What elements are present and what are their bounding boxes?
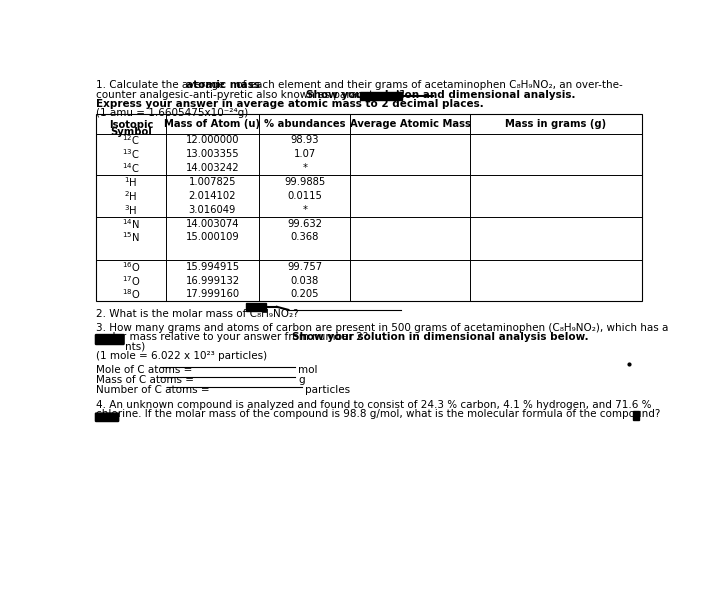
FancyBboxPatch shape — [96, 413, 119, 422]
Text: Symbol: Symbol — [110, 127, 152, 136]
Text: Mass of Atom (u): Mass of Atom (u) — [164, 119, 261, 129]
Text: (1 mole = 6.022 x 10²³ particles): (1 mole = 6.022 x 10²³ particles) — [96, 351, 267, 361]
Text: $^{14}$N: $^{14}$N — [122, 217, 140, 230]
Text: $^{16}$O: $^{16}$O — [122, 260, 140, 274]
Text: 3. How many grams and atoms of carbon are present in 500 grams of acetaminophen : 3. How many grams and atoms of carbon ar… — [96, 323, 669, 333]
FancyBboxPatch shape — [632, 411, 639, 420]
Text: Mole of C atoms =: Mole of C atoms = — [96, 365, 196, 375]
Text: Number of C atoms =: Number of C atoms = — [96, 385, 213, 395]
Text: 2.014102: 2.014102 — [189, 191, 236, 201]
Text: 1.007825: 1.007825 — [189, 177, 236, 187]
Text: atomic mass: atomic mass — [186, 81, 260, 90]
Text: 0.0115: 0.0115 — [287, 191, 322, 201]
Text: Mass of C atoms =: Mass of C atoms = — [96, 375, 197, 385]
Text: $^{12}$C: $^{12}$C — [122, 133, 140, 147]
Text: 14.003074: 14.003074 — [186, 219, 239, 228]
Text: % abundances: % abundances — [264, 119, 346, 129]
Text: chlorine. If the molar mass of the compound is 98.8 g/mol, what is the molecular: chlorine. If the molar mass of the compo… — [96, 409, 660, 419]
Text: $^{18}$O: $^{18}$O — [122, 288, 140, 301]
Text: $^{15}$N: $^{15}$N — [122, 231, 140, 244]
Text: 99.9885: 99.9885 — [284, 177, 325, 187]
Text: 99.757: 99.757 — [287, 262, 323, 271]
FancyBboxPatch shape — [246, 303, 266, 311]
Text: Show your solution and dimensional analysis.: Show your solution and dimensional analy… — [306, 90, 576, 99]
Text: g: g — [298, 375, 305, 385]
Text: 2. What is the molar mass of C₈H₉NO₂?: 2. What is the molar mass of C₈H₉NO₂? — [96, 309, 302, 319]
Text: 98.93: 98.93 — [290, 136, 319, 145]
Text: nts): nts) — [125, 341, 145, 351]
Text: $^{2}$H: $^{2}$H — [125, 189, 138, 203]
Text: 0.368: 0.368 — [290, 233, 319, 242]
Text: Show your solution in dimensional analysis below.: Show your solution in dimensional analys… — [292, 332, 588, 342]
Text: mol: mol — [298, 365, 318, 375]
Text: Isotopic: Isotopic — [109, 120, 153, 130]
Text: Express your answer in average atomic mass to 2 decimal places.: Express your answer in average atomic ma… — [96, 99, 484, 109]
Text: *: * — [302, 163, 307, 173]
Text: 0.038: 0.038 — [291, 276, 319, 285]
Text: 4. An unknown compound is analyzed and found to consist of 24.3 % carbon, 4.1 % : 4. An unknown compound is analyzed and f… — [96, 400, 652, 410]
Text: 99.632: 99.632 — [287, 219, 322, 228]
Text: Mass in grams (g): Mass in grams (g) — [505, 119, 606, 129]
Text: $^{3}$H: $^{3}$H — [125, 203, 138, 217]
Text: 0.205: 0.205 — [290, 290, 319, 299]
FancyBboxPatch shape — [96, 335, 124, 345]
Text: 17.999160: 17.999160 — [185, 290, 240, 299]
Text: (1 amu = 1.6605475x10⁻²⁴g): (1 amu = 1.6605475x10⁻²⁴g) — [96, 108, 248, 118]
Text: 1.07: 1.07 — [294, 149, 316, 159]
Text: molar mass relative to your answer from number 2?: molar mass relative to your answer from … — [96, 332, 372, 342]
Text: 15.994915: 15.994915 — [185, 262, 240, 271]
Text: counter analgesic-anti-pyretic also known as paracetamol?: counter analgesic-anti-pyretic also know… — [96, 90, 411, 99]
Text: Average Atomic Mass: Average Atomic Mass — [350, 119, 470, 129]
Text: 15.000109: 15.000109 — [186, 233, 239, 242]
Text: particles: particles — [305, 385, 351, 395]
Text: $^{17}$O: $^{17}$O — [122, 274, 140, 287]
Text: 12.000000: 12.000000 — [186, 136, 239, 145]
Text: 13.003355: 13.003355 — [186, 149, 239, 159]
Text: 3.016049: 3.016049 — [189, 205, 236, 215]
FancyBboxPatch shape — [360, 92, 402, 99]
Text: 16.999132: 16.999132 — [185, 276, 240, 285]
Text: 14.003242: 14.003242 — [186, 163, 239, 173]
Text: $^{14}$C: $^{14}$C — [122, 161, 140, 175]
Text: of each element and their grams of acetaminophen C₈H₉NO₂, an over-the-: of each element and their grams of aceta… — [233, 81, 622, 90]
Text: $^{1}$H: $^{1}$H — [125, 175, 138, 189]
Text: *: * — [302, 205, 307, 215]
Text: $^{13}$C: $^{13}$C — [122, 147, 140, 161]
Text: 1. Calculate the average: 1. Calculate the average — [96, 81, 228, 90]
